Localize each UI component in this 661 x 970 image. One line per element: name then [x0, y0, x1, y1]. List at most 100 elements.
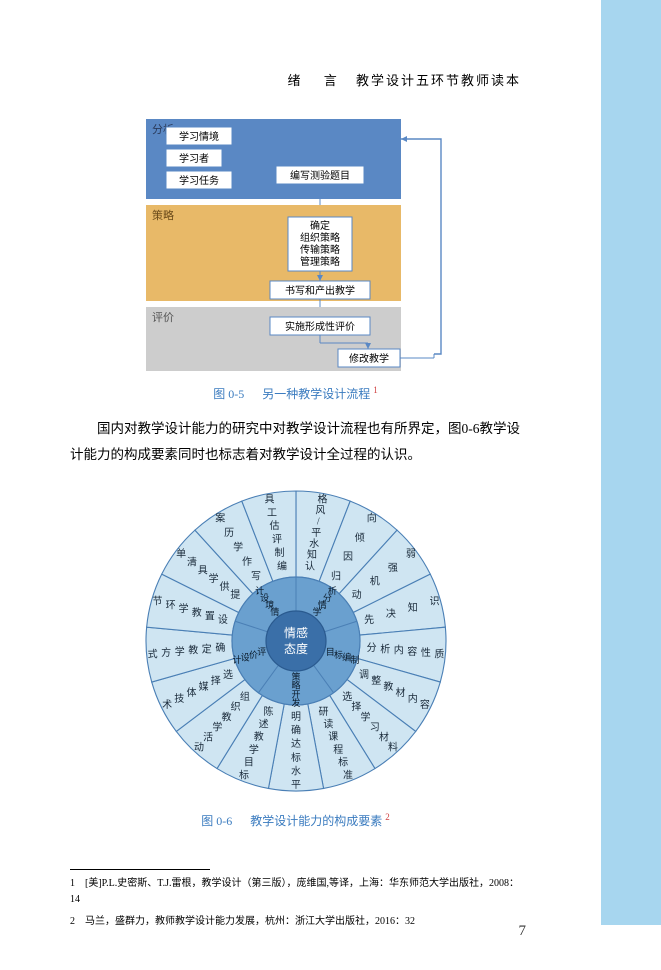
svg-text:教: 教	[188, 644, 198, 657]
svg-text:置: 置	[204, 611, 214, 623]
svg-text:定: 定	[201, 643, 211, 656]
svg-text:学: 学	[233, 541, 243, 554]
svg-text:式: 式	[147, 648, 157, 661]
svg-text:编写测验题目: 编写测验题目	[290, 169, 350, 182]
svg-text:认: 认	[304, 560, 314, 573]
svg-text:析: 析	[327, 585, 336, 596]
footnote-1: 1 [美]P.L.史密斯、T.J.雷根，教学设计（第三版），庞维国,等译，上海：…	[70, 876, 520, 908]
svg-text:先: 先	[364, 614, 374, 626]
svg-text:教: 教	[253, 731, 263, 744]
svg-text:单: 单	[176, 549, 186, 561]
svg-text:向: 向	[366, 512, 376, 525]
svg-text:教: 教	[383, 680, 393, 693]
svg-text:目: 目	[243, 758, 253, 769]
svg-text:环: 环	[165, 601, 175, 612]
header-yan: 言	[324, 73, 337, 88]
svg-text:内: 内	[393, 644, 403, 657]
footnote-2: 2 马兰，盛群力，教师教学设计能力发展，杭州：浙江大学出版社，2016：32	[70, 914, 520, 930]
svg-text:节: 节	[152, 596, 162, 608]
svg-text:设: 设	[217, 614, 227, 626]
svg-text:决: 决	[385, 608, 395, 620]
svg-text:教: 教	[221, 711, 231, 724]
svg-text:织: 织	[230, 701, 240, 713]
svg-text:陈: 陈	[263, 705, 273, 718]
svg-text:材: 材	[378, 731, 388, 744]
svg-text:调: 调	[359, 669, 369, 681]
svg-text:/: /	[316, 517, 319, 528]
svg-text:水: 水	[291, 766, 301, 778]
svg-text:体: 体	[186, 687, 196, 699]
svg-text:准: 准	[343, 770, 353, 782]
svg-text:因: 因	[342, 551, 352, 563]
figure-0-6-caption: 图 0-6 教学设计能力的构成要素 2	[70, 812, 521, 829]
svg-text:作: 作	[242, 556, 252, 568]
center-bottom: 态度	[283, 641, 307, 656]
svg-text:组: 组	[239, 690, 249, 703]
svg-text:平: 平	[311, 528, 321, 539]
svg-text:评: 评	[272, 534, 282, 546]
svg-text:材: 材	[395, 686, 405, 699]
svg-text:设: 设	[240, 653, 249, 663]
figure-0-6: 认知水平/风格归因倾向动机强弱先决知识分析内容性质调整教材内容选择学习材料研读课…	[136, 481, 456, 806]
svg-text:清: 清	[186, 556, 196, 569]
svg-text:学: 学	[248, 743, 258, 756]
svg-text:机: 机	[369, 575, 379, 588]
svg-text:制: 制	[274, 546, 284, 559]
flowchart-svg: 分析 学习情境 学习者 学习任务 编写测验题目 策略 确定	[146, 119, 446, 377]
header-title: 教学设计五环节教师读本	[356, 73, 521, 88]
svg-text:动: 动	[193, 742, 203, 754]
svg-text:述: 述	[258, 719, 268, 731]
running-header: 绪 言 教学设计五环节教师读本	[70, 70, 521, 89]
svg-text:教: 教	[191, 606, 201, 619]
svg-text:制: 制	[350, 654, 359, 665]
svg-text:学习者: 学习者	[179, 152, 209, 165]
page-number: 7	[519, 923, 527, 940]
svg-text:强: 强	[387, 562, 397, 574]
svg-text:写: 写	[250, 571, 260, 583]
caption-sup-2: 2	[385, 812, 390, 822]
footnote-rule	[70, 869, 210, 870]
svg-text:评: 评	[257, 647, 266, 657]
svg-text:编: 编	[277, 560, 287, 573]
figure-0-5: 分析 学习情境 学习者 学习任务 编写测验题目 策略 确定	[146, 119, 446, 377]
svg-text:方: 方	[161, 646, 171, 659]
svg-text:弱: 弱	[405, 549, 415, 561]
svg-text:标: 标	[338, 757, 348, 769]
svg-text:风: 风	[315, 505, 325, 517]
svg-text:具: 具	[197, 565, 207, 577]
figure-0-5-caption: 图 0-5 另一种教学设计流程 1	[70, 385, 521, 402]
svg-text:性: 性	[420, 646, 430, 659]
svg-text:发: 发	[291, 697, 300, 708]
svg-text:标: 标	[238, 770, 248, 782]
svg-text:确: 确	[291, 724, 301, 737]
svg-text:倾: 倾	[354, 531, 364, 544]
svg-text:术: 术	[162, 699, 172, 711]
svg-text:容: 容	[407, 645, 417, 658]
svg-text:质: 质	[434, 649, 444, 661]
body-paragraph-1: 国内对教学设计能力的研究中对教学设计流程也有所界定，图0-6教学设计能力的构成要…	[70, 416, 521, 467]
svg-text:析: 析	[380, 643, 390, 656]
svg-text:计: 计	[255, 585, 264, 596]
svg-text:修改教学: 修改教学	[349, 352, 389, 365]
caption-sup: 1	[373, 385, 378, 395]
svg-text:标: 标	[291, 752, 301, 764]
caption-prefix-2: 图 0-6	[201, 814, 232, 828]
svg-text:学习情境: 学习情境	[179, 130, 219, 143]
svg-text:书写和产出教学: 书写和产出教学	[285, 284, 355, 297]
svg-text:研: 研	[318, 706, 328, 718]
svg-text:学习任务: 学习任务	[179, 174, 219, 187]
svg-text:估: 估	[269, 519, 279, 532]
svg-text:学: 学	[178, 602, 188, 615]
svg-text:技: 技	[174, 692, 184, 705]
svg-text:传输策略: 传输策略	[300, 243, 340, 256]
svg-text:知: 知	[307, 548, 317, 561]
svg-text:选: 选	[342, 690, 352, 703]
svg-text:料: 料	[388, 741, 398, 754]
svg-text:活: 活	[203, 732, 213, 744]
svg-text:择: 择	[210, 674, 220, 687]
svg-text:策略: 策略	[152, 208, 174, 222]
svg-text:组织策略: 组织策略	[300, 231, 340, 244]
svg-text:实施形成性评价: 实施形成性评价	[285, 320, 355, 333]
svg-text:评价: 评价	[152, 311, 174, 324]
page-content: 绪 言 教学设计五环节教师读本 分析 学习情境 学习者 学习任务	[0, 0, 601, 970]
